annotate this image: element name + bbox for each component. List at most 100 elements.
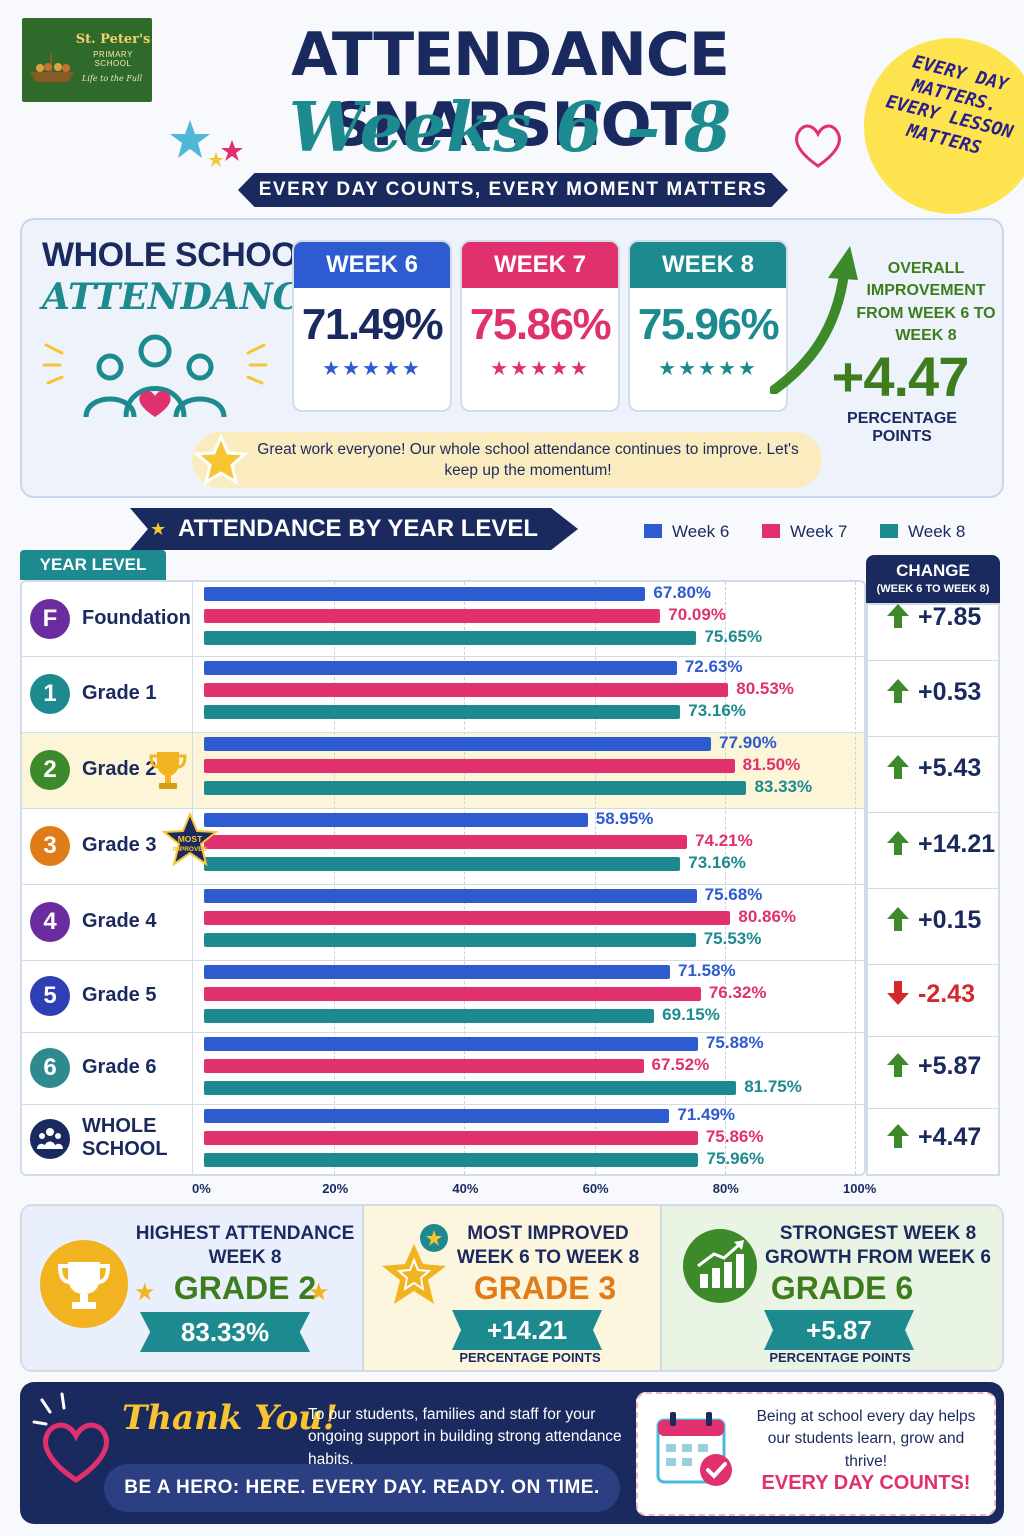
bar-week6	[204, 813, 588, 827]
row-badge: 3	[30, 826, 70, 866]
bar-value-label: 72.63%	[684, 657, 743, 676]
boat-icon	[30, 54, 74, 82]
upward-arrow-icon	[770, 246, 858, 394]
most-improved-tag: MOST	[178, 834, 203, 844]
change-separator	[868, 888, 998, 889]
most-improved-star-icon: MOST IMPROVED	[162, 812, 218, 867]
bar-value-label: 75.88%	[705, 1033, 764, 1052]
legend-week7-label: Week 7	[790, 522, 848, 541]
bar-value-label: 81.75%	[744, 1077, 802, 1096]
tagline-banner: EVERY DAY COUNTS, EVERY MOMENT MATTERS	[238, 173, 788, 207]
change-number: +4.47	[918, 1123, 982, 1151]
calendar-icon	[656, 1412, 732, 1486]
up-arrow-icon	[887, 679, 909, 703]
school-logo: St. Peter's PRIMARY SCHOOL Life to the F…	[22, 18, 152, 102]
improvement-value: +4.47	[831, 345, 970, 408]
bar-value-label: 67.80%	[653, 583, 712, 602]
change-separator	[868, 1036, 998, 1037]
week8-label: WEEK 8	[630, 242, 786, 288]
grid-line	[464, 582, 466, 1174]
row-separator	[22, 656, 864, 657]
whole-school-subtitle: ATTENDANCE	[42, 276, 329, 318]
row-badge: 2	[30, 750, 70, 790]
bar-week7	[204, 835, 688, 849]
highest-attendance-value: 83.33%	[140, 1312, 310, 1352]
week6-value: 71.49%	[301, 300, 444, 349]
bar-week6	[204, 737, 712, 751]
bar-week7	[204, 683, 729, 697]
up-arrow-icon	[887, 1053, 909, 1077]
star-right-icon: ★	[308, 1279, 330, 1306]
row-name: WHOLE SCHOOL	[82, 1115, 168, 1160]
bar-value-label: 80.86%	[738, 907, 797, 926]
every-day-text: Being at school every day helps our stud…	[756, 1408, 976, 1470]
school-subtitle: PRIMARY SCHOOL	[93, 50, 133, 68]
most-improved-tag-2: IMPROVED	[173, 846, 208, 853]
bar-value-label: 73.16%	[688, 701, 746, 720]
week8-stars: ★★★★★	[658, 358, 758, 380]
row-name: Grade 3	[82, 834, 157, 856]
bar-value-label: 58.95%	[595, 809, 654, 828]
bar-week7	[204, 987, 701, 1001]
people-icon	[30, 1119, 70, 1159]
row-badge: 4	[30, 902, 70, 942]
strongest-growth-value: +5.87	[764, 1310, 914, 1350]
grid-line	[855, 582, 856, 1174]
change-number: +0.53	[918, 678, 982, 706]
thank-you-heading: Thank You!	[122, 1398, 338, 1438]
down-arrow-icon	[887, 981, 909, 1005]
growth-chart-icon	[683, 1229, 757, 1303]
row-name: Foundation	[82, 607, 191, 629]
strongest-growth-title: STRONGEST WEEK 8 GROWTH FROM WEEK 6	[765, 1223, 991, 1268]
strongest-growth-grade: GRADE 6	[770, 1270, 914, 1306]
up-arrow-icon	[887, 907, 909, 931]
strongest-growth-unit: PERCENTAGE POINTS	[769, 1350, 911, 1365]
school-name: St. Peter's	[75, 32, 151, 47]
legend-week8: Week 8	[880, 522, 965, 542]
hero-slogan: BE A HERO: HERE. EVERY DAY. READY. ON TI…	[104, 1464, 620, 1512]
stars-decoration-icon	[170, 120, 243, 167]
bar-value-label: 83.33%	[754, 777, 813, 796]
bar-week8	[204, 631, 697, 645]
trophy-icon	[40, 1240, 128, 1328]
row-separator	[22, 732, 864, 733]
bar-value-label: 70.09%	[668, 605, 726, 624]
bar-value-label: 74.21%	[695, 831, 753, 850]
star-left-icon: ★	[134, 1279, 156, 1306]
up-arrow-icon	[887, 755, 909, 779]
motto-badge	[864, 38, 1024, 214]
bar-value-label: 75.65%	[704, 627, 763, 646]
x-tick-label: 100%	[843, 1181, 877, 1196]
row-badge: 5	[30, 976, 70, 1016]
most-improved-grade: GRADE 3	[473, 1270, 617, 1306]
row-separator	[22, 808, 864, 809]
improvement-unit: PERCENTAGE POINTS	[847, 410, 957, 445]
row-name: Grade 4	[82, 910, 157, 932]
week7-value: 75.86%	[469, 300, 612, 349]
bar-week7	[204, 1059, 644, 1073]
bar-week6	[204, 1037, 698, 1051]
encouragement-banner	[192, 432, 822, 488]
bar-week7	[204, 1131, 698, 1145]
chart-title: ATTENDANCE BY YEAR LEVEL (%)	[130, 508, 578, 550]
change-number: +5.87	[918, 1052, 982, 1080]
change-number: +5.43	[918, 754, 982, 782]
bar-value-label: 75.53%	[703, 929, 762, 948]
change-header-title: CHANGE	[896, 561, 970, 580]
bar-week8	[204, 933, 696, 947]
change-separator	[868, 660, 998, 661]
row-name: Grade 5	[82, 984, 157, 1006]
trophy-icon	[149, 752, 187, 789]
row-separator	[22, 884, 864, 885]
change-separator	[868, 812, 998, 813]
whole-school-title: WHOLE SCHOOL	[42, 236, 318, 274]
bar-value-label: 73.16%	[688, 853, 746, 872]
bar-value-label: 71.58%	[677, 961, 736, 980]
row-name: Grade 6	[82, 1056, 157, 1078]
change-column	[866, 603, 1000, 1176]
change-number: +14.21	[918, 830, 996, 858]
bar-week6	[204, 889, 697, 903]
change-value: +0.53	[868, 678, 998, 707]
week7-label: WEEK 7	[462, 242, 618, 288]
legend-week6: Week 6	[644, 522, 729, 542]
